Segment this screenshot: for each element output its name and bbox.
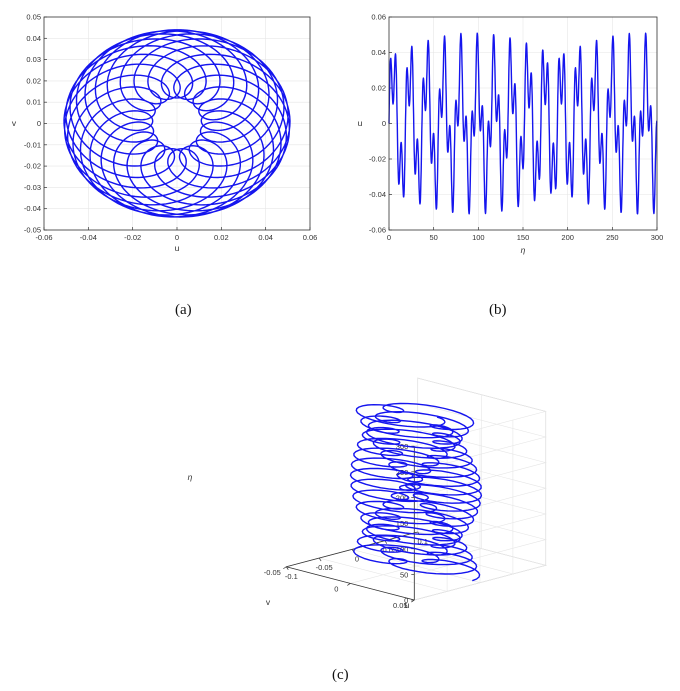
y-tick-label: -0.05 xyxy=(24,226,41,235)
x-tick-label: 300 xyxy=(651,233,664,242)
x-tick-label: -0.04 xyxy=(80,233,97,242)
v-tick-label: 0 xyxy=(334,584,338,593)
u-tick-label: -0.1 xyxy=(285,572,298,581)
panel-b-time-series: 0 50 100 150 200 250 300 0.06 0.04 0.02 0 -0.02 -0.0… xyxy=(358,13,664,256)
y-tick-label: 0.06 xyxy=(371,13,386,22)
y-tick-label: -0.01 xyxy=(24,140,41,149)
panel-b-ylabel: u xyxy=(358,118,363,128)
panel-c-zlabel: η xyxy=(188,472,193,482)
panel-a-trajectory xyxy=(63,29,291,218)
eta-tick-label: 150 xyxy=(396,519,409,528)
panel-c-xlabel: u xyxy=(405,600,410,610)
x-tick-label: -0.06 xyxy=(35,233,52,242)
x-tick-label: 200 xyxy=(561,233,574,242)
panel-b-xlabel: η xyxy=(521,245,526,255)
y-tick-label: -0.03 xyxy=(24,183,41,192)
x-tick-label: 0.06 xyxy=(303,233,318,242)
panel-c-ylabel: v xyxy=(266,597,271,607)
u-tick-mark xyxy=(286,566,289,570)
v-tick-label: -0.05 xyxy=(264,568,281,577)
u-tick-mark xyxy=(318,557,322,562)
y-tick-label: 0.04 xyxy=(371,48,386,57)
panel-a-xlabel: u xyxy=(175,243,180,253)
x-tick-label: 50 xyxy=(429,233,437,242)
panel-b-frame xyxy=(388,16,658,231)
y-tick-label: 0.01 xyxy=(26,98,41,107)
panel-a-ylabel: v xyxy=(12,118,17,128)
y-tick-label: -0.04 xyxy=(24,204,41,213)
v-tick-label: 0.05 xyxy=(393,601,408,610)
panel-a-frame xyxy=(43,16,311,231)
x-tick-label: 100 xyxy=(472,233,485,242)
x-tick-label: 250 xyxy=(606,233,619,242)
v-tick-mark xyxy=(283,566,287,570)
eta-tick-label: 200 xyxy=(396,493,409,502)
caption-a: (a) xyxy=(175,302,192,318)
y-tick-label: -0.06 xyxy=(369,226,386,235)
y-tick-label: 0.05 xyxy=(26,13,41,22)
y-tick-label: 0.02 xyxy=(26,76,41,85)
caption-c: (c) xyxy=(332,667,349,683)
eta-tick-label: 0 xyxy=(404,596,408,605)
y-tick-label: 0.04 xyxy=(26,34,41,43)
y-tick-label: -0.04 xyxy=(369,190,386,199)
panel-a-phase-portrait: -0.06 -0.04 -0.02 0 0.02 0.04 0.06 0.05 0.04 0.03… xyxy=(12,13,317,254)
y-tick-label: -0.02 xyxy=(24,162,41,171)
v-tick-mark xyxy=(347,583,351,586)
panel-a-tick-labels: -0.06 -0.04 -0.02 0 0.02 0.04 0.06 0.05 0.04 0.03… xyxy=(24,13,317,243)
grid-z xyxy=(414,403,547,473)
x-tick-label: -0.02 xyxy=(124,233,141,242)
panel-c-3d-trajectory: -0.1-0.0500.050.10.050-0.053002502001501… xyxy=(188,377,548,610)
x-tick-label: 0 xyxy=(175,233,179,242)
u-tick-label: 0.1 xyxy=(417,537,427,546)
caption-b: (b) xyxy=(489,302,507,318)
y-tick-label: 0.03 xyxy=(26,55,41,64)
x-tick-label: 0.02 xyxy=(214,233,229,242)
eta-tick-label: 50 xyxy=(400,570,408,579)
eta-tick-label: 300 xyxy=(396,442,409,451)
y-tick-label: -0.02 xyxy=(369,155,386,164)
u-tick-label: -0.05 xyxy=(316,563,333,572)
y-tick-label: 0 xyxy=(382,119,386,128)
u-tick-label: 0.05 xyxy=(383,546,398,555)
x-tick-label: 150 xyxy=(517,233,530,242)
x-tick-label: 0.04 xyxy=(258,233,273,242)
y-tick-label: 0.02 xyxy=(371,84,386,93)
panel-c-trajectory xyxy=(349,402,483,582)
u-tick-mark xyxy=(384,540,388,544)
y-tick-label: 0 xyxy=(37,119,41,128)
u-tick-label: 0 xyxy=(355,554,359,563)
x-tick-label: 0 xyxy=(387,233,391,242)
panel-c-tick-labels: -0.1-0.0500.050.10.050-0.053002502001501… xyxy=(264,442,428,610)
panel-b-trajectory xyxy=(388,32,658,215)
